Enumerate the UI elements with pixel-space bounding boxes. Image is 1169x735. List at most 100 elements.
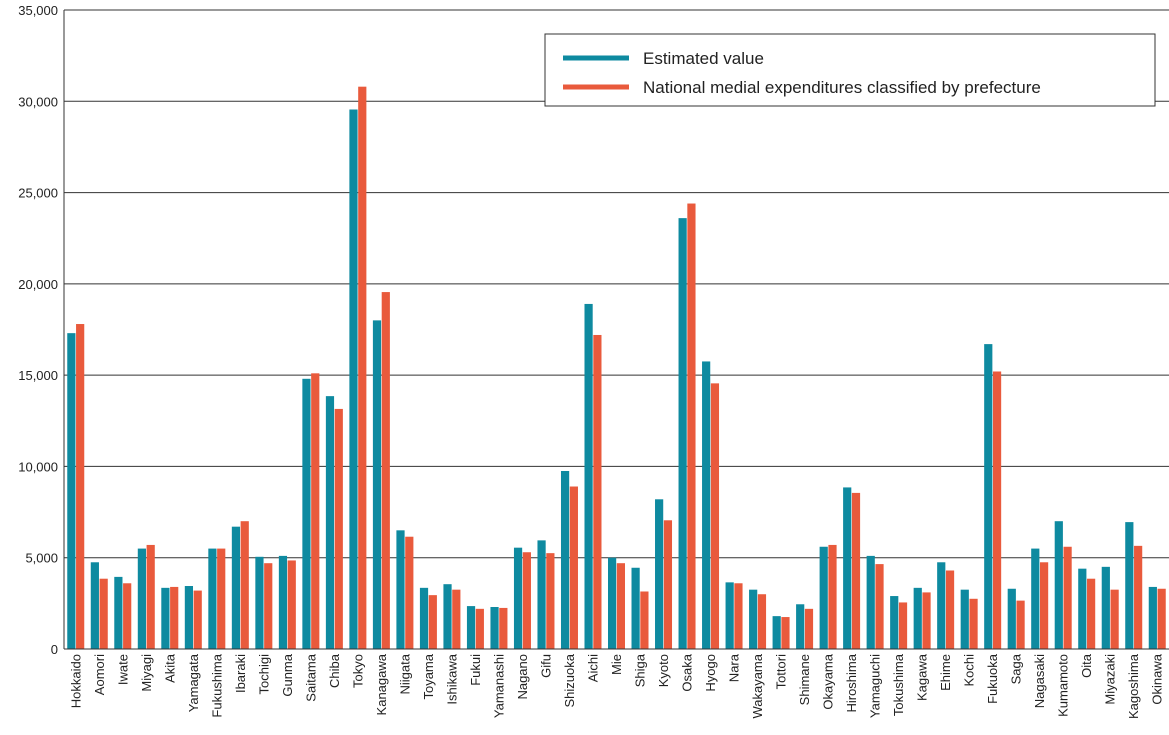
x-tick-label: Saga [1009,653,1024,684]
x-tick-label: Nagano [515,654,530,700]
bar-national [428,595,437,649]
bar-estimated [231,526,241,649]
x-tick-label: Shizuoka [562,653,577,707]
bar-estimated [655,499,664,649]
bar-national [687,203,696,650]
x-tick-label: Gifu [538,654,553,678]
bar-estimated [419,587,429,649]
x-tick-label: Hokkaido [68,654,83,708]
bar-estimated [90,562,99,649]
x-axis-category-labels: Hokkaido Aomori Iwate Miyagi Akita Yamagata Fu… [68,653,1164,719]
x-tick-label: Saitama [303,653,318,701]
legend-label: Estimated value [643,49,764,68]
y-tick-label: 25,000 [18,186,58,201]
bar-national [757,594,767,649]
x-tick-label: Tokushima [891,653,906,716]
y-tick-label: 0 [51,642,58,657]
x-tick-label: Ishikawa [444,653,459,704]
bar-estimated [749,589,758,649]
bar-estimated [490,607,499,649]
x-tick-label: Aomori [92,654,107,695]
bar-estimated [372,320,382,649]
bar-estimated [396,530,405,649]
bar-national [1063,546,1072,649]
bar-estimated [772,616,781,649]
bar-national [240,521,249,649]
x-tick-label: Kagawa [915,653,930,701]
x-tick-label: Fukui [468,654,483,686]
bar-estimated [819,546,828,649]
x-tick-label: Oita [1079,653,1094,678]
bar-estimated [1101,566,1110,649]
bar-national [546,553,555,649]
bar-national [1134,545,1143,649]
bar-estimated [114,576,123,649]
x-tick-label: Okayama [821,653,836,709]
bar-national [76,324,85,649]
bar-national [217,548,226,649]
bar-national [828,544,837,649]
bar-estimated [466,606,476,649]
bar-national [875,564,884,649]
x-tick-label: Mie [609,654,624,675]
bar-estimated [1031,548,1040,649]
x-tick-label: Ehime [938,654,953,691]
bar-national [616,563,625,649]
bar-estimated [631,567,640,649]
bar-estimated [161,587,170,649]
x-tick-label: Tochigi [256,654,271,695]
bar-national [663,520,673,649]
x-tick-label: Hiroshima [844,653,859,712]
x-tick-label: Kumamoto [1056,654,1071,717]
bar-estimated [255,556,264,649]
x-tick-label: Hyogo [703,654,718,692]
bar-estimated [796,604,805,649]
bar-national [99,578,108,649]
bar-national [123,583,132,649]
legend-label: National medial expenditures classified … [643,78,1041,97]
bar-estimated [184,586,194,649]
x-tick-label: Nara [727,653,742,682]
bar-estimated [302,378,311,649]
x-tick-label: Kyoto [656,654,671,687]
bar-estimated [843,487,852,649]
x-tick-label: Miyazaki [1103,654,1118,705]
bar-national [499,607,508,649]
bar-national [593,334,602,649]
bar-national [569,486,578,649]
bar-national [734,583,743,649]
bar-estimated [937,562,946,649]
bar-estimated [725,582,734,649]
y-axis-ticks: 0 5,000 10,000 15,000 20,000 25,000 30,000 35,0… [18,3,58,657]
bar-estimated [1125,522,1134,649]
y-tick-label: 5,000 [25,551,58,566]
bar-estimated [208,548,217,649]
bar-national [1016,600,1025,649]
bar-national [710,383,720,649]
x-tick-label: Niigata [397,653,412,694]
bar-national [381,292,390,649]
y-tick-label: 35,000 [18,3,58,18]
bar-estimated [1007,588,1016,649]
bar-national [452,589,461,649]
bar-national [640,591,649,649]
bar-estimated [325,396,335,649]
bar-estimated [137,548,146,649]
x-tick-label: Shimane [797,654,812,705]
y-tick-label: 10,000 [18,459,58,474]
legend: Estimated value National medial expenditu… [544,33,1156,107]
bar-national [922,592,931,649]
bar-national [334,408,343,649]
x-tick-label: Toyama [421,653,436,699]
bar-estimated [608,557,617,649]
bar-estimated [1054,521,1063,649]
bars [67,86,1166,650]
bar-estimated [513,547,523,649]
bar-estimated [984,344,993,649]
bar-national [898,602,908,649]
x-tick-label: Aichi [585,654,600,682]
bar-estimated [584,303,593,649]
bar-national [945,570,955,649]
x-tick-label: Fukushima [209,653,224,717]
